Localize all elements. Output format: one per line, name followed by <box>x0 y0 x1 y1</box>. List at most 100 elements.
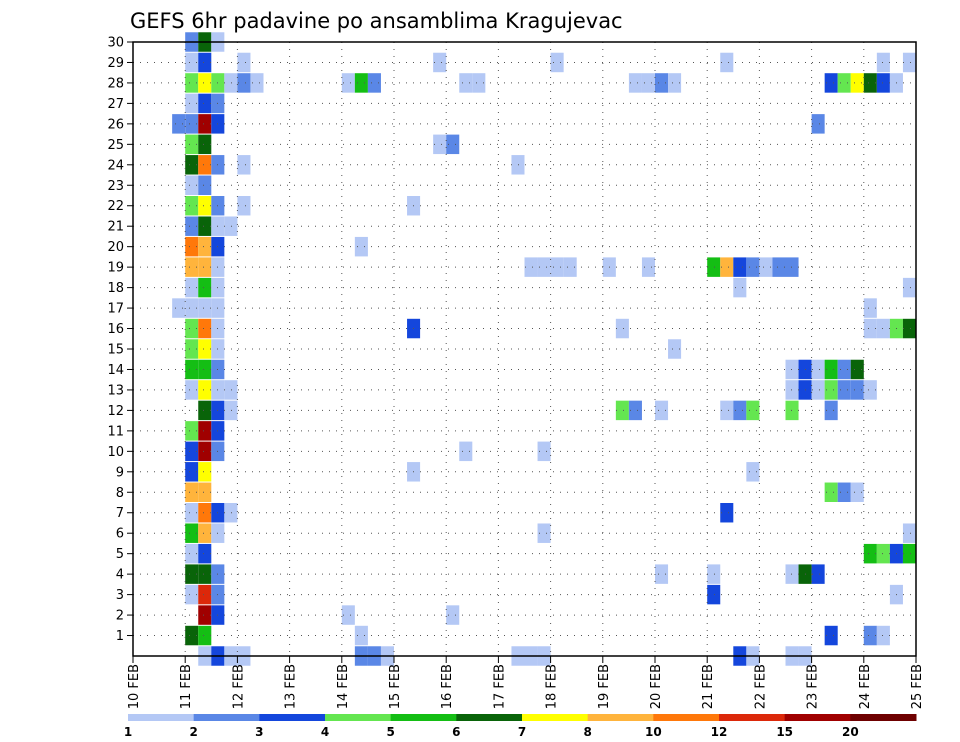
legend-label: 15 <box>776 725 793 739</box>
heatmap-cell <box>250 73 264 93</box>
legend-label: 5 <box>386 725 394 739</box>
heatmap-cell <box>720 400 734 421</box>
heatmap-cell <box>876 625 890 646</box>
heatmap-cells <box>172 32 916 666</box>
heatmap-cell <box>185 155 199 175</box>
heatmap-cell <box>472 73 486 93</box>
heatmap-cell <box>185 543 199 564</box>
heatmap-cell <box>198 441 212 462</box>
heatmap-cell <box>354 236 368 257</box>
legend-label: 7 <box>518 725 526 739</box>
heatmap-cell <box>824 625 838 646</box>
heatmap-cell <box>237 196 251 216</box>
heatmap-cell <box>850 482 864 502</box>
x-tick-label: 15 FEB <box>388 664 403 709</box>
heatmap-cell <box>198 564 212 584</box>
heatmap-cell <box>185 52 199 73</box>
heatmap-cell <box>511 155 525 175</box>
heatmap-cell <box>185 625 199 646</box>
x-tick-label: 12 FEB <box>231 664 246 709</box>
legend-label: 1 <box>124 725 132 739</box>
y-tick-label: 28 <box>107 76 124 91</box>
heatmap-cell <box>198 196 212 216</box>
y-tick-label: 10 <box>107 445 124 460</box>
heatmap-cell <box>863 625 877 646</box>
legend-label: 2 <box>189 725 197 739</box>
heatmap-cell <box>707 257 721 277</box>
heatmap-cell <box>668 73 682 93</box>
legend-label: 8 <box>583 725 591 739</box>
legend-label: 3 <box>255 725 263 739</box>
heatmap-cell <box>198 584 212 605</box>
legend-swatch <box>128 714 195 721</box>
legend-label: 20 <box>842 725 859 739</box>
heatmap-cell <box>198 175 212 195</box>
heatmap-cell <box>824 400 838 421</box>
heatmap-cell <box>902 277 916 298</box>
heatmap-cell <box>655 73 669 93</box>
heatmap-cell <box>446 134 460 155</box>
heatmap-cell <box>772 257 786 277</box>
y-tick-label: 29 <box>107 56 124 71</box>
heatmap-cell <box>354 73 368 93</box>
heatmap-cell <box>811 380 825 400</box>
heatmap-cell <box>446 605 460 625</box>
x-tick-label: 22 FEB <box>753 664 768 709</box>
y-tick-label: 14 <box>107 363 124 378</box>
y-tick-label: 17 <box>107 302 124 317</box>
heatmap-cell <box>550 52 564 73</box>
y-tick-label: 16 <box>107 322 124 337</box>
heatmap-cell <box>185 523 199 543</box>
heatmap-cell <box>902 52 916 73</box>
legend-swatch <box>587 714 654 721</box>
legend-label: 4 <box>321 725 329 739</box>
heatmap-cell <box>198 73 212 93</box>
heatmap-cell <box>863 298 877 318</box>
heatmap-cell <box>185 584 199 605</box>
heatmap-cell <box>628 73 642 93</box>
heatmap-cell <box>655 564 669 584</box>
heatmap-cell <box>863 380 877 400</box>
heatmap-cell <box>185 564 199 584</box>
heatmap-cell <box>733 400 747 421</box>
heatmap-cell <box>198 134 212 155</box>
y-tick-label: 27 <box>107 97 124 112</box>
legend-swatch <box>653 714 720 721</box>
heatmap-cell <box>811 114 825 134</box>
heatmap-cell <box>641 73 655 93</box>
y-tick-label: 23 <box>107 179 124 194</box>
heatmap-cell <box>824 482 838 502</box>
heatmap-cell <box>224 380 238 400</box>
heatmap-cell <box>198 625 212 646</box>
legend-swatch <box>784 714 851 721</box>
heatmap-cell <box>746 400 760 421</box>
heatmap-cell <box>837 359 851 380</box>
heatmap-cell <box>198 114 212 134</box>
x-axis: 10 FEB 11 FEB 12 FEB 13 FEB 14 FEB 15 FEB 16 F… <box>127 656 925 709</box>
heatmap-cell <box>641 257 655 277</box>
heatmap-cell <box>224 73 238 93</box>
x-tick-label: 10 FEB <box>127 664 142 709</box>
heatmap-cell <box>707 584 721 605</box>
heatmap-cell <box>837 73 851 93</box>
heatmap-cell <box>354 625 368 646</box>
heatmap-cell <box>185 318 199 339</box>
y-tick-label: 25 <box>107 138 124 153</box>
heatmap-cell <box>785 380 799 400</box>
heatmap-cell <box>185 277 199 298</box>
x-tick-label: 17 FEB <box>492 664 507 709</box>
legend-swatch <box>193 714 260 721</box>
heatmap-cell <box>185 73 199 93</box>
y-tick-label: 8 <box>116 486 124 501</box>
heatmap-cell <box>172 298 186 318</box>
heatmap-cell <box>198 359 212 380</box>
heatmap-cell <box>733 277 747 298</box>
heatmap-cell <box>224 216 238 236</box>
heatmap-cell <box>185 257 199 277</box>
heatmap-cell <box>198 339 212 359</box>
heatmap-cell <box>198 277 212 298</box>
y-tick-label: 30 <box>107 36 124 51</box>
heatmap-cell <box>720 503 734 523</box>
heatmap-cell <box>850 73 864 93</box>
heatmap-cell <box>224 400 238 421</box>
